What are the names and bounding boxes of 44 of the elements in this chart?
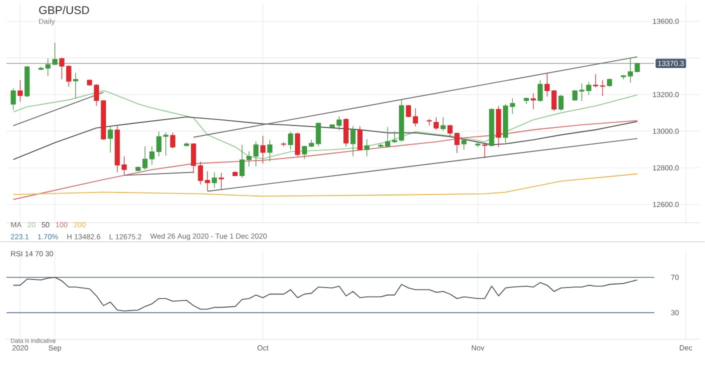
candlestick [267,140,272,162]
candlestick [434,117,439,130]
candlestick [73,72,78,100]
candlestick [510,98,516,114]
line-series [12,277,638,312]
candlestick [412,108,418,127]
candlestick [45,58,50,77]
candlestick [212,172,217,188]
candlestick [302,146,308,160]
candlestick [253,141,258,167]
candlestick [558,94,564,112]
line-series [12,120,638,200]
candlestick [10,88,16,110]
candlestick [461,138,466,150]
candlestick [406,104,412,118]
candlestick [482,144,488,159]
candlestick [350,126,356,157]
candlestick [94,84,100,106]
candlestick [204,171,210,192]
candlestick [108,126,113,153]
candlestick [52,42,58,66]
line-series [12,90,638,160]
candlestick [364,138,370,157]
candlestick [294,132,300,157]
candlestick [190,142,196,174]
candlestick [440,117,446,132]
candlestick [288,131,294,150]
candlestick [538,80,543,102]
candlestick [530,93,536,110]
candlestick [344,118,349,147]
candlestick [260,136,266,164]
candlestick [240,144,245,178]
candlestick [149,146,154,166]
candlestick [246,151,252,167]
candlestick [218,172,224,190]
line-series [12,174,638,197]
line-series [12,116,638,160]
candlestick [18,80,23,102]
candlestick [357,126,362,151]
candlestick [170,132,176,149]
chart-title: GBP/USD [39,6,89,14]
candlestick [198,161,204,186]
candlestick [454,132,460,154]
candlestick [142,146,148,170]
